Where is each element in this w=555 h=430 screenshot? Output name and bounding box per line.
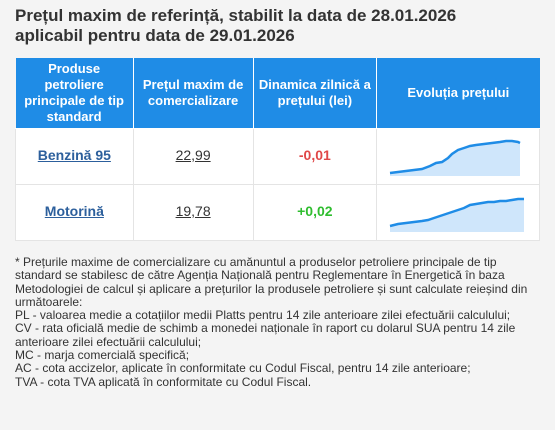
sparkline-cell <box>376 128 540 185</box>
sparkline-fill <box>390 141 521 176</box>
change-cell: -0,01 <box>253 128 378 185</box>
change-cell: +0,02 <box>253 184 378 241</box>
table-header-row: Produse petroliere principale de tip sta… <box>15 58 540 129</box>
header-daily-change: Dinamica zilnică a prețului (lei) <box>253 58 378 129</box>
sparkline-line <box>389 197 525 228</box>
prices-table: Produse petroliere principale de tip sta… <box>15 58 540 241</box>
price-cell: 22,99 <box>133 128 254 185</box>
title-line-2: aplicabil pentru data de 29.01.2026 <box>15 26 295 45</box>
table-row-benzina: Benzină 95 22,99 -0,01 <box>15 128 540 185</box>
sparkline-line <box>389 139 521 175</box>
footnote-cv: CV - rata oficială medie de schimb a mon… <box>15 321 516 349</box>
footnote-ac: AC - cota accizelor, aplicate în conform… <box>15 361 471 376</box>
header-products: Produse petroliere principale de tip sta… <box>15 58 134 129</box>
footnote-mc: MC - marja comercială specifică; <box>15 348 190 363</box>
change-value-benzina: -0,01 <box>298 147 331 163</box>
product-link-motorina[interactable]: Motorină <box>44 203 104 219</box>
product-cell: Benzină 95 <box>15 128 134 185</box>
price-link-benzina[interactable]: 22,99 <box>175 147 211 163</box>
page-title: Prețul maxim de referință, stabilit la d… <box>15 6 545 46</box>
sparkline-motorina <box>389 197 525 232</box>
footnote-intro: * Prețurile maxime de comercializare cu … <box>15 255 528 309</box>
sparkline-benzina <box>389 139 521 176</box>
price-cell: 19,78 <box>133 184 254 241</box>
product-cell: Motorină <box>15 184 134 241</box>
price-link-motorina[interactable]: 19,78 <box>175 203 211 219</box>
sparkline-cell <box>376 184 540 241</box>
footnotes: * Prețurile maxime de comercializare cu … <box>15 255 540 389</box>
title-line-1: Prețul maxim de referință, stabilit la d… <box>15 6 457 25</box>
footnote-pl: PL - valoarea medie a cotațiilor medii P… <box>15 308 511 323</box>
table-row-motorina: Motorină 19,78 +0,02 <box>15 184 540 241</box>
change-value-motorina: +0,02 <box>297 203 333 219</box>
header-price-evolution: Evoluția prețului <box>376 58 540 129</box>
header-max-price: Prețul maxim de comercializare <box>133 58 254 129</box>
product-link-benzina[interactable]: Benzină 95 <box>37 147 111 163</box>
sparkline-fill <box>390 199 525 232</box>
footnote-tva: TVA - cota TVA aplicată în conformitate … <box>15 374 312 389</box>
